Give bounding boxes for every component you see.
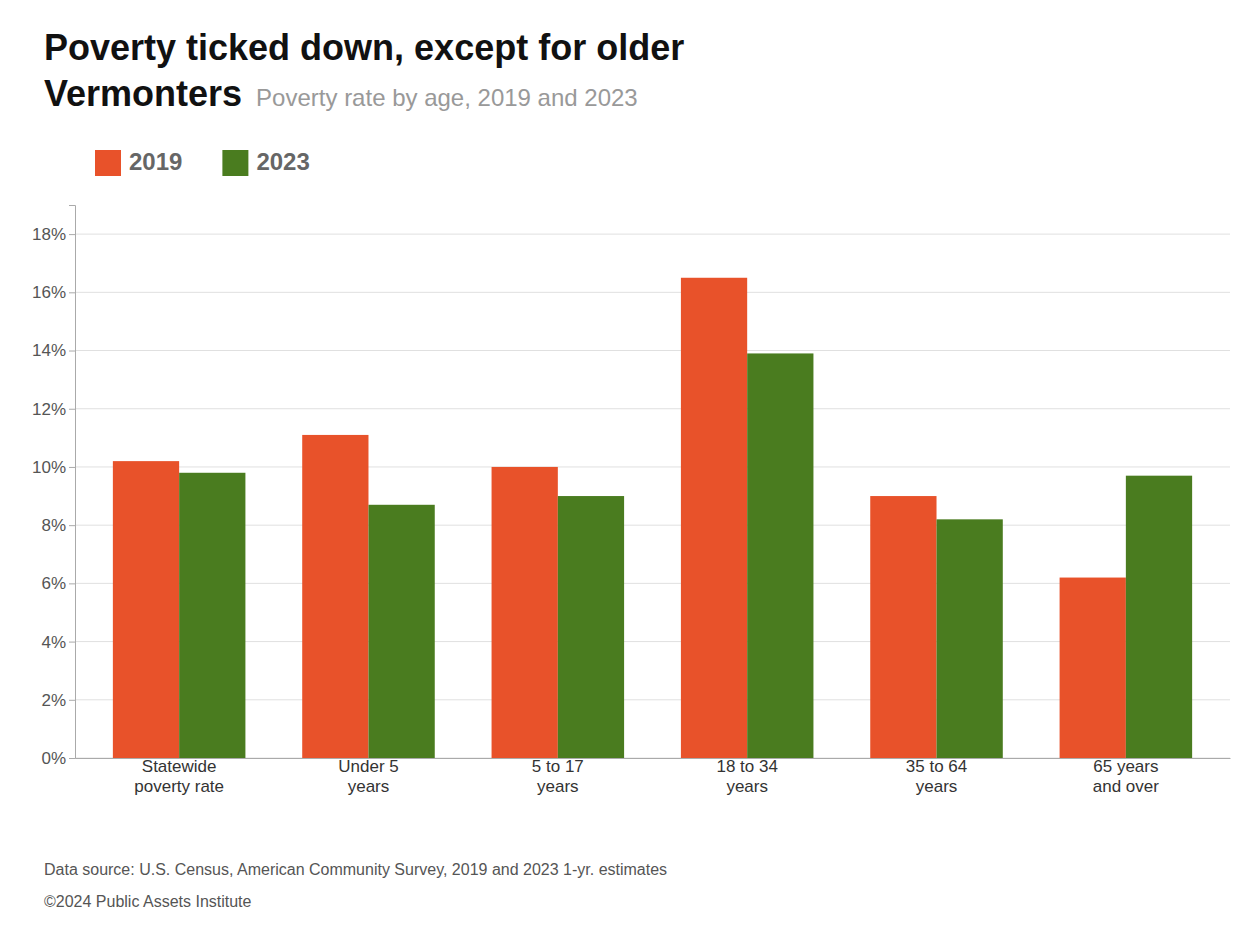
grid-line (75, 350, 1230, 351)
grid-line (75, 641, 1230, 642)
grid-line (75, 408, 1230, 409)
y-tick-mark (69, 642, 75, 643)
bar (113, 461, 179, 758)
legend-item: 2023 (222, 148, 309, 176)
x-tick-label: 35 to 64years (906, 757, 967, 796)
y-tick-label: 2% (41, 691, 66, 710)
y-tick-label: 4% (41, 633, 66, 652)
y-tick-mark (69, 525, 75, 526)
x-tick: 5 to 17years (532, 757, 584, 796)
footnote: ©2024 Public Assets Institute (44, 893, 252, 910)
grid (75, 234, 1230, 758)
y-tick-mark (69, 583, 75, 584)
y-tick-label: 14% (32, 341, 66, 360)
y-tick: 16% (32, 283, 75, 302)
y-tick-label: 8% (41, 516, 66, 535)
legend-swatch (95, 150, 121, 176)
y-tick: 8% (41, 516, 75, 535)
grid-line (75, 466, 1230, 467)
x-tick: 18 to 34years (716, 757, 777, 796)
title: Poverty ticked down, except for olderVer… (44, 27, 684, 114)
y-tick-label: 16% (32, 283, 66, 302)
bar (558, 496, 624, 758)
bar-series (179, 353, 1192, 758)
chart: Poverty ticked down, except for olderVer… (0, 0, 1260, 933)
y-tick: 12% (32, 400, 75, 419)
y-tick-mark (69, 700, 75, 701)
y-tick: 0% (41, 749, 75, 768)
grid-line (75, 234, 1230, 235)
y-tick-mark (69, 758, 75, 759)
grid-line (75, 292, 1230, 293)
x-tick-label: 5 to 17years (532, 757, 584, 796)
bars (113, 278, 1192, 758)
bar (179, 473, 245, 758)
bar (1126, 476, 1192, 758)
y-tick-label: 12% (32, 400, 66, 419)
plot: 0% 2% 4% 6% 8% 10% 12% 14% 16% 18% Statewidepovert… (32, 206, 1231, 797)
x-tick-label: 65 yearsand over (1093, 757, 1159, 796)
y-tick: 18% (32, 225, 75, 244)
legend: 2019 2023 (95, 148, 310, 176)
y-tick: 14% (32, 341, 75, 360)
y-tick-label: 18% (32, 225, 66, 244)
bar (368, 505, 434, 758)
bar (937, 519, 1003, 758)
grid-line (75, 525, 1230, 526)
x-tick-label: Under 5years (338, 757, 398, 796)
y-tick: 2% (41, 691, 75, 710)
x-tick-label: Statewidepoverty rate (134, 757, 224, 796)
y-tick: 10% (32, 458, 75, 477)
x-tick: 35 to 64years (906, 757, 967, 796)
subtitle: Poverty rate by age, 2019 and 2023 (256, 84, 638, 111)
y-tick-label: 0% (41, 749, 66, 768)
y-tick-mark (69, 409, 75, 410)
legend-swatch (222, 150, 248, 176)
x-axis-line (76, 758, 1231, 759)
bar (492, 467, 558, 758)
bar-series (113, 278, 1126, 758)
y-tick-mark (69, 351, 75, 352)
y-tick-label: 10% (32, 458, 66, 477)
y-tick-mark (69, 234, 75, 235)
y-tick: 6% (41, 574, 75, 593)
y-axis: 0% 2% 4% 6% 8% 10% 12% 14% 16% 18% (32, 206, 76, 768)
grid-line (75, 758, 1230, 759)
y-tick-mark (69, 292, 75, 293)
legend-label: 2023 (256, 148, 309, 175)
footnote: Data source: U.S. Census, American Commu… (44, 861, 667, 878)
x-tick-label: 18 to 34years (716, 757, 777, 796)
bar (870, 496, 936, 758)
y-tick-mark (69, 467, 75, 468)
bar (1060, 578, 1126, 758)
legend-item: 2019 (95, 148, 182, 176)
y-axis-line (69, 206, 76, 759)
grid-line (75, 699, 1230, 700)
grid-line (75, 583, 1230, 584)
x-tick: 65 yearsand over (1093, 757, 1159, 796)
y-tick-label: 6% (41, 574, 66, 593)
x-axis: Statewidepoverty rate Under 5years 5 to 17… (76, 757, 1231, 796)
x-tick: Under 5years (338, 757, 398, 796)
legend-label: 2019 (129, 148, 182, 175)
bar (747, 353, 813, 758)
bar (681, 278, 747, 758)
bar (302, 435, 368, 758)
y-tick: 4% (41, 633, 75, 652)
x-tick: Statewidepoverty rate (134, 757, 224, 796)
